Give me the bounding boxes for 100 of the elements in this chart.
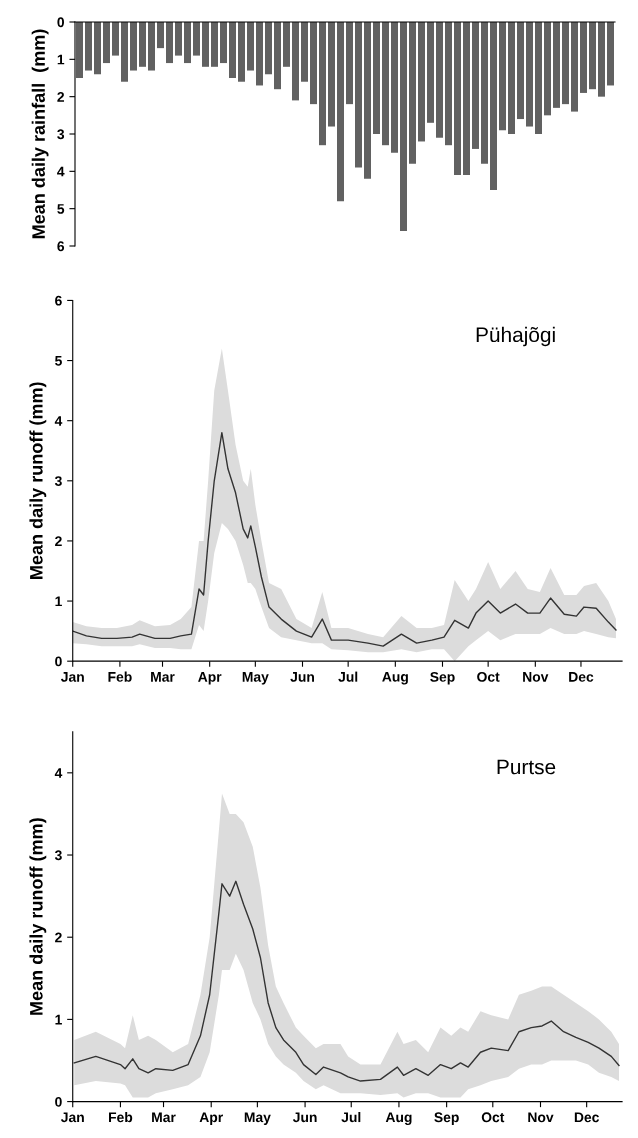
bar: [211, 22, 218, 67]
x-tick-label: Jul: [341, 1112, 361, 1123]
bar: [355, 22, 362, 168]
y-tick-label: 0: [55, 1096, 62, 1107]
line-series: [72, 432, 617, 647]
x-tick-label: Jul: [338, 671, 358, 682]
bar: [166, 22, 173, 64]
bar: [310, 22, 317, 105]
x-tick-label: Aug: [385, 1112, 412, 1125]
bar: [418, 22, 425, 142]
bar: [175, 22, 182, 56]
x-tick-label: Nov: [528, 1112, 554, 1123]
y-axis-title: Mean daily runoff (mm): [29, 818, 47, 1015]
text: Pühajõgi: [476, 326, 555, 347]
x-tick-label: Jan: [60, 672, 84, 682]
y-tick-label: 3: [54, 850, 62, 861]
bar: [112, 22, 119, 56]
bar: [553, 22, 560, 108]
y-tick-label: 2: [57, 92, 65, 102]
x-tick-label: Sep: [430, 671, 455, 685]
bar: [409, 22, 416, 164]
bar: [526, 22, 533, 127]
bar: [265, 22, 272, 75]
y-tick-label: 4: [57, 166, 65, 177]
bar: [139, 22, 146, 67]
x-tick-label: Feb: [109, 1112, 133, 1123]
bar: [535, 22, 542, 134]
bar: [445, 22, 452, 146]
x-tick-label: Apr: [198, 672, 222, 685]
bar: [400, 22, 407, 232]
y-tick-label: 1: [55, 1014, 62, 1025]
x-tick-label: May: [244, 1112, 271, 1125]
bar: [274, 22, 281, 90]
bar: [121, 22, 128, 82]
bar: [580, 22, 587, 93]
bar: [499, 22, 506, 131]
bar: [229, 22, 236, 78]
bar: [157, 22, 164, 49]
x-tick-label: Dec: [569, 672, 594, 682]
bar: [481, 22, 488, 164]
x-tick-label: Oct: [481, 1112, 505, 1123]
bar: [148, 22, 155, 71]
x-tick-label: Dec: [574, 1112, 599, 1123]
bar: [508, 22, 515, 134]
bar: [103, 22, 110, 64]
bar: [337, 22, 344, 202]
y-tick-label: 5: [57, 204, 65, 214]
y-tick-label: 3: [54, 476, 62, 486]
bar: [94, 22, 101, 75]
bar: [589, 22, 596, 90]
bar: [391, 22, 398, 153]
y-tick-label: 4: [54, 416, 63, 426]
x-tick-label: Feb: [108, 671, 132, 682]
bar: [373, 22, 380, 134]
bar: [301, 22, 308, 82]
bar: [85, 22, 92, 71]
y-tick-label: 1: [55, 596, 62, 607]
bar: [292, 22, 299, 101]
y-tick-label: 6: [57, 241, 65, 252]
bar: [346, 22, 353, 105]
bar: [490, 22, 497, 190]
bar: [220, 22, 227, 64]
bar: [130, 22, 137, 71]
y-tick-label: 5: [55, 356, 62, 366]
y-tick-label: 6: [55, 295, 62, 306]
bar: [247, 22, 254, 71]
x-tick-label: Apr: [199, 1112, 223, 1125]
bar: [328, 22, 335, 127]
bar: [382, 22, 389, 146]
bar: [193, 22, 200, 56]
x-tick-label: Nov: [523, 672, 549, 682]
text: Purtse: [497, 759, 556, 775]
bar: [571, 22, 578, 112]
bar: [319, 22, 326, 146]
bar: [202, 22, 209, 67]
y-tick-label: 3: [57, 129, 65, 140]
bar: [544, 22, 551, 116]
x-tick-label: Jun: [292, 1112, 317, 1123]
bar: [598, 22, 605, 97]
x-tick-label: Aug: [382, 672, 408, 685]
bar: [256, 22, 263, 86]
y-tick-label: 1: [57, 54, 65, 65]
y-axis-title: Mean daily runoff (mm): [29, 382, 47, 579]
x-tick-label: Oct: [477, 671, 500, 682]
y-tick-label: 4: [54, 768, 63, 778]
x-tick-label: Mar: [152, 1112, 176, 1123]
line-series: [73, 880, 620, 1082]
bar: [238, 22, 245, 82]
bar: [607, 22, 614, 86]
y-axis-title: Mean daily rainfall (mm): [31, 29, 49, 239]
bar: [472, 22, 479, 149]
x-tick-label: May: [242, 672, 269, 685]
bar: [184, 22, 191, 64]
bar: [517, 22, 524, 120]
y-tick-label: 0: [55, 656, 62, 667]
y-tick-label: 2: [55, 536, 62, 546]
bar: [436, 22, 443, 138]
x-tick-label: Jan: [60, 1112, 84, 1123]
bar: [364, 22, 371, 179]
x-tick-label: Sep: [434, 1112, 459, 1125]
